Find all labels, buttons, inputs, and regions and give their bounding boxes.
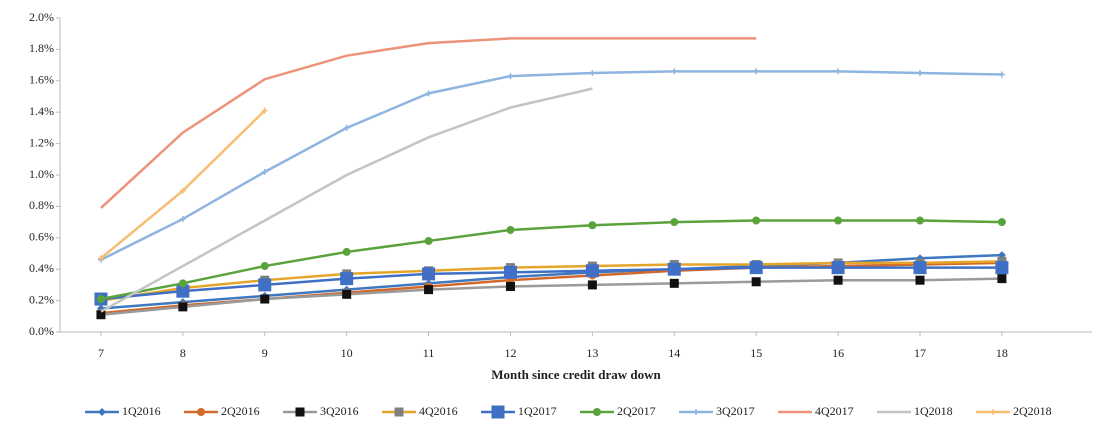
point [424, 236, 433, 245]
x-tick-label: 13 [586, 346, 598, 360]
point [424, 285, 434, 295]
point [179, 187, 186, 194]
point [506, 225, 515, 234]
series-line [100, 266, 1002, 301]
point [669, 278, 679, 288]
series-line [100, 37, 757, 209]
point [997, 274, 1007, 284]
x-tick-label: 7 [98, 346, 104, 360]
legend-marker [693, 409, 699, 415]
legend-label: 1Q2018 [914, 404, 953, 418]
series-line [100, 87, 593, 313]
legend-label: 2Q2018 [1013, 404, 1052, 418]
point [831, 261, 845, 275]
legend-marker [197, 408, 205, 416]
point [588, 221, 597, 230]
point [995, 261, 1009, 275]
series-line [100, 70, 1002, 261]
point [587, 280, 597, 290]
point [751, 277, 761, 287]
legend-marker [295, 407, 305, 417]
point [425, 90, 432, 97]
point [507, 73, 514, 80]
legend-label: 4Q2017 [815, 404, 854, 418]
point [342, 247, 351, 256]
point [752, 216, 761, 225]
point [749, 261, 763, 275]
point [261, 107, 268, 114]
legend-label: 1Q2017 [518, 404, 557, 418]
series-line [100, 219, 1002, 301]
y-tick-label: 0.6% [29, 230, 54, 244]
y-tick-label: 1.6% [29, 73, 54, 87]
point [176, 284, 190, 298]
x-tick-label: 14 [668, 346, 680, 360]
x-tick-label: 16 [832, 346, 844, 360]
legend-marker [394, 407, 404, 417]
point [340, 272, 354, 286]
y-tick-label: 1.0% [29, 167, 54, 181]
point [671, 68, 678, 75]
y-tick-label: 2.0% [29, 10, 54, 24]
point [342, 289, 352, 299]
x-tick-label: 10 [341, 346, 353, 360]
series-line [100, 277, 1002, 316]
point [753, 68, 760, 75]
point [667, 262, 681, 276]
y-tick-label: 0.2% [29, 292, 54, 306]
y-tick-label: 0.0% [29, 324, 54, 338]
legend-label: 3Q2017 [716, 404, 755, 418]
point [505, 281, 515, 291]
series-line [100, 260, 1002, 302]
point [589, 69, 596, 76]
point [916, 216, 924, 225]
legend-label: 1Q2016 [122, 404, 161, 418]
point [178, 279, 187, 288]
x-tick-label: 17 [914, 346, 926, 360]
point [96, 295, 105, 304]
point [179, 215, 186, 222]
point [503, 265, 517, 279]
point [917, 69, 923, 76]
point [998, 71, 1005, 78]
point [260, 294, 270, 304]
point [260, 262, 269, 271]
x-tick-label: 9 [262, 346, 268, 360]
point [835, 68, 842, 75]
point [834, 216, 843, 225]
point [178, 302, 188, 312]
x-tick-label: 8 [180, 346, 186, 360]
x-tick-label: 12 [504, 346, 516, 360]
y-tick-label: 1.2% [29, 135, 54, 149]
y-tick-label: 1.8% [29, 41, 54, 55]
legend-label: 2Q2017 [617, 404, 656, 418]
legend-label: 2Q2016 [221, 404, 260, 418]
y-tick-label: 0.4% [29, 261, 54, 275]
point [670, 218, 679, 227]
legend-label: 3Q2016 [320, 404, 359, 418]
legend-marker [990, 409, 996, 415]
point [915, 275, 925, 285]
x-axis-label: Month since credit draw down [491, 367, 661, 382]
point [913, 261, 927, 275]
legend-marker [491, 405, 505, 419]
point [343, 124, 350, 131]
y-tick-label: 0.8% [29, 198, 54, 212]
legend-marker [98, 408, 106, 416]
x-tick-label: 15 [750, 346, 762, 360]
point [96, 310, 106, 320]
y-tick-label: 1.4% [29, 104, 54, 118]
point [585, 264, 599, 278]
point [833, 275, 843, 285]
point [422, 267, 436, 281]
legend-marker [593, 408, 601, 416]
point [997, 218, 1006, 227]
legend-label: 4Q2016 [419, 404, 458, 418]
point [261, 168, 268, 175]
point [97, 255, 104, 262]
x-tick-label: 11 [423, 346, 435, 360]
point [258, 278, 272, 292]
x-tick-label: 18 [996, 346, 1008, 360]
